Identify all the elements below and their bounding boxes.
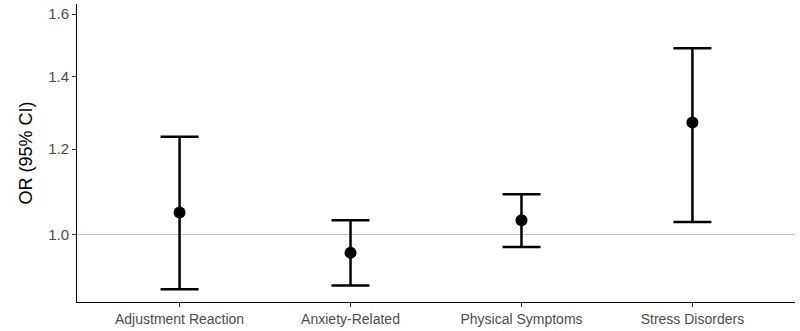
- svg-text:1.4: 1.4: [48, 68, 69, 85]
- svg-text:Stress Disorders: Stress Disorders: [641, 311, 744, 327]
- svg-text:Anxiety-Related: Anxiety-Related: [301, 311, 400, 327]
- svg-text:Physical Symptoms: Physical Symptoms: [460, 311, 582, 327]
- svg-text:Adjustment Reaction: Adjustment Reaction: [115, 311, 244, 327]
- svg-text:1.0: 1.0: [48, 226, 69, 243]
- svg-text:1.2: 1.2: [48, 140, 69, 157]
- svg-text:1.6: 1.6: [48, 5, 69, 22]
- svg-text:OR (95% CI): OR (95% CI): [16, 101, 36, 204]
